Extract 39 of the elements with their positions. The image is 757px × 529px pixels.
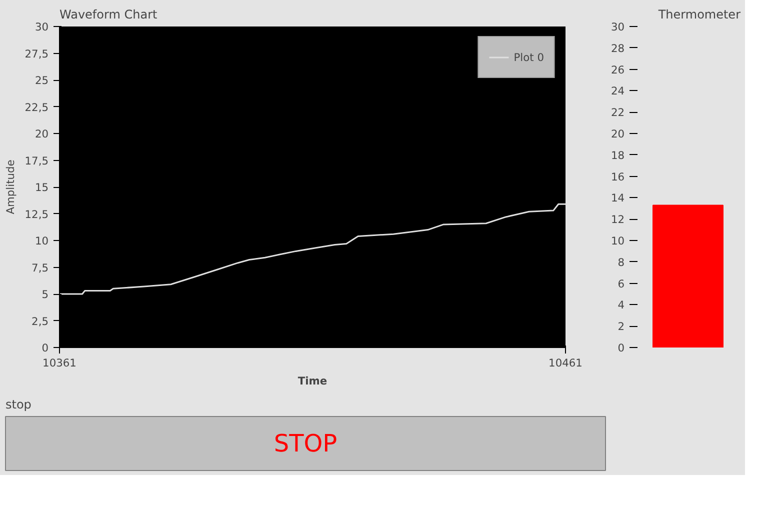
y-tick-label: 4 — [618, 298, 625, 312]
text: STOP — [274, 430, 338, 458]
x-tick-label: 10361 — [42, 356, 76, 370]
line-series — [60, 203, 566, 295]
y-tick-label: 16 — [610, 170, 625, 184]
y-tick-label: 5 — [42, 288, 48, 301]
y-tick-label: 24 — [610, 84, 625, 98]
y-tick-label: 0 — [42, 342, 49, 354]
y-tick-label: 27,5 — [24, 47, 49, 60]
y-tick-label: 12 — [610, 213, 625, 226]
x-tick-label: 10461 — [548, 356, 582, 370]
y-tick-label: 15 — [34, 181, 49, 194]
y-tick-label: 25 — [34, 74, 49, 87]
y-tick-label: 10 — [610, 234, 625, 248]
y-tick-label: 28 — [610, 42, 625, 55]
y-tick-label: 20 — [34, 128, 49, 140]
chart-title: Thermometer — [657, 8, 741, 22]
y-tick-label: 0 — [618, 342, 625, 354]
y-tick-label: 7,5 — [32, 261, 49, 274]
y-tick-label: 2,5 — [32, 314, 49, 328]
y-tick-label: 20 — [610, 128, 625, 140]
chart-title: Waveform Chart — [60, 8, 158, 22]
y-tick-label: 17,5 — [24, 154, 49, 168]
text: stop — [6, 398, 32, 412]
y-tick-label: 10 — [34, 234, 49, 248]
y-tick-label: 12,5 — [24, 208, 49, 221]
y-axis-title: Amplitude — [4, 160, 17, 214]
y-tick-label: 22,5 — [24, 100, 49, 114]
legend-label: Plot 0 — [514, 50, 544, 64]
y-tick-label: 8 — [618, 256, 625, 269]
y-tick-label: 22 — [610, 106, 625, 120]
y-tick-label: 26 — [610, 63, 625, 76]
y-tick-label: 30 — [34, 20, 49, 34]
y-tick-label: 30 — [610, 20, 625, 34]
y-tick-label: 2 — [618, 320, 624, 334]
y-tick-label: 14 — [610, 192, 625, 205]
x-axis-title: Time — [298, 374, 328, 388]
y-tick-label: 6 — [618, 277, 625, 290]
y-tick-label: 18 — [610, 148, 625, 162]
